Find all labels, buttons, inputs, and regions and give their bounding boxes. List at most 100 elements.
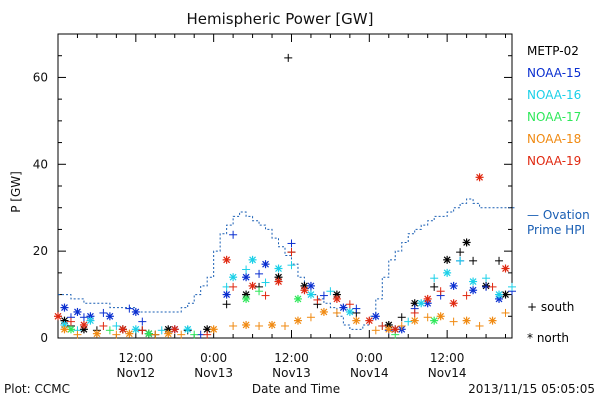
star-marker bbox=[60, 325, 69, 334]
x-tick-date: Nov13 bbox=[194, 366, 233, 380]
plus-marker bbox=[284, 53, 293, 62]
star-marker bbox=[488, 316, 497, 325]
star-marker bbox=[469, 286, 478, 295]
star-marker bbox=[306, 290, 315, 299]
legend-ovation-line2: Prime HPI bbox=[527, 223, 585, 237]
plus-marker bbox=[125, 304, 134, 313]
star-marker bbox=[449, 299, 458, 308]
plus-marker bbox=[287, 239, 296, 248]
plus-marker bbox=[326, 287, 335, 296]
plus-marker bbox=[79, 313, 88, 322]
star-marker bbox=[449, 281, 458, 290]
star-marker bbox=[222, 290, 231, 299]
star-marker bbox=[86, 316, 95, 325]
star-marker bbox=[170, 325, 179, 334]
x-axis-label: Date and Time bbox=[252, 382, 340, 396]
plus-marker bbox=[371, 326, 380, 335]
star-marker bbox=[164, 329, 173, 338]
marker-legend-north: * north bbox=[527, 331, 569, 345]
plus-marker bbox=[345, 300, 354, 309]
star-marker bbox=[391, 325, 400, 334]
x-tick-date: Nov12 bbox=[116, 366, 155, 380]
x-tick-time: 0:00 bbox=[356, 351, 383, 365]
plus-marker bbox=[436, 287, 445, 296]
plus-marker bbox=[482, 274, 491, 283]
plus-marker bbox=[287, 248, 296, 257]
footer-right: 2013/11/15 05:05:05 bbox=[468, 382, 595, 396]
plus-marker bbox=[456, 256, 465, 265]
plus-marker bbox=[138, 317, 147, 326]
plus-marker bbox=[151, 330, 160, 339]
star-marker bbox=[423, 294, 432, 303]
plus-marker bbox=[404, 317, 413, 326]
plus-marker bbox=[475, 321, 484, 330]
plus-marker bbox=[261, 278, 270, 287]
star-marker bbox=[462, 316, 471, 325]
plus-marker bbox=[352, 304, 361, 313]
star-marker bbox=[66, 325, 75, 334]
star-marker bbox=[229, 273, 238, 282]
plus-marker bbox=[255, 269, 264, 278]
star-marker bbox=[73, 307, 82, 316]
plus-marker bbox=[319, 291, 328, 300]
star-marker bbox=[183, 325, 192, 334]
plus-marker bbox=[177, 330, 186, 339]
star-marker bbox=[371, 312, 380, 321]
plus-marker bbox=[112, 321, 121, 330]
star-marker bbox=[79, 320, 88, 329]
star-marker bbox=[248, 255, 257, 264]
plus-marker bbox=[66, 317, 75, 326]
star-marker bbox=[475, 173, 484, 182]
star-marker bbox=[242, 273, 251, 282]
star-marker bbox=[300, 286, 309, 295]
plus-marker bbox=[203, 330, 212, 339]
star-marker bbox=[131, 307, 140, 316]
plus-marker bbox=[313, 295, 322, 304]
plus-marker bbox=[112, 330, 121, 339]
plus-marker bbox=[99, 308, 108, 317]
legend-entry: NOAA-16 bbox=[527, 88, 581, 102]
plus-marker bbox=[306, 313, 315, 322]
star-marker bbox=[417, 299, 426, 308]
star-marker bbox=[332, 294, 341, 303]
y-tick-label: 60 bbox=[33, 70, 48, 84]
plus-marker bbox=[397, 321, 406, 330]
star-marker bbox=[495, 290, 504, 299]
x-tick-date: Nov14 bbox=[350, 366, 389, 380]
plus-marker bbox=[410, 308, 419, 317]
star-marker bbox=[352, 316, 361, 325]
star-marker bbox=[430, 316, 439, 325]
plus-marker bbox=[157, 326, 166, 335]
star-marker bbox=[274, 277, 283, 286]
plus-marker bbox=[222, 300, 231, 309]
plus-marker bbox=[242, 265, 251, 274]
star-marker bbox=[345, 307, 354, 316]
plus-marker bbox=[456, 248, 465, 257]
star-marker bbox=[443, 268, 452, 277]
x-tick-time: 12:00 bbox=[119, 351, 154, 365]
footer-left: Plot: CCMC bbox=[4, 382, 70, 396]
star-marker bbox=[242, 320, 251, 329]
plus-marker bbox=[99, 321, 108, 330]
plus-marker bbox=[229, 321, 238, 330]
star-marker bbox=[410, 316, 419, 325]
plot-frame bbox=[57, 33, 513, 339]
star-marker bbox=[384, 325, 393, 334]
star-marker bbox=[365, 316, 374, 325]
star-marker bbox=[462, 238, 471, 247]
x-tick-date: Nov14 bbox=[428, 366, 467, 380]
star-marker bbox=[268, 320, 277, 329]
ovation-line bbox=[58, 198, 515, 330]
star-marker bbox=[274, 264, 283, 273]
legend-entry: NOAA-17 bbox=[527, 110, 581, 124]
x-tick-time: 12:00 bbox=[430, 351, 465, 365]
star-marker bbox=[469, 277, 478, 286]
star-marker bbox=[131, 325, 140, 334]
plus-marker bbox=[508, 282, 516, 291]
plus-marker bbox=[229, 230, 238, 239]
star-marker bbox=[222, 255, 231, 264]
star-marker bbox=[105, 312, 114, 321]
star-marker bbox=[293, 294, 302, 303]
marker-legend-south: + south bbox=[527, 300, 574, 314]
plus-marker bbox=[281, 321, 289, 330]
